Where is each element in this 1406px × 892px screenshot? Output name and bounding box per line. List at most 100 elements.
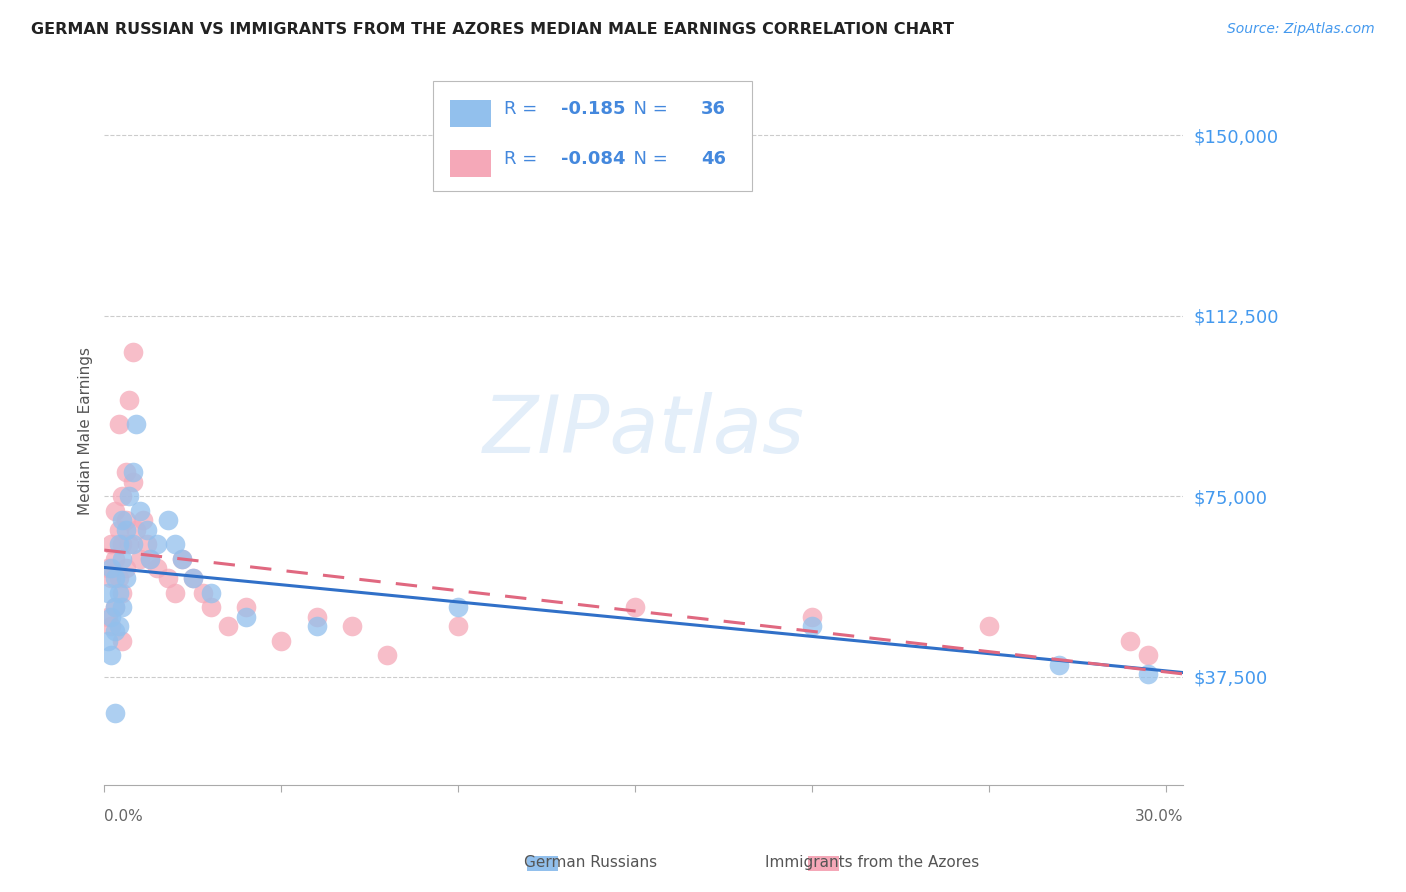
Text: -0.084: -0.084 [561, 150, 626, 168]
Text: ZIPatlas: ZIPatlas [482, 392, 804, 470]
Point [100, 561, 122, 575]
Text: 30.0%: 30.0% [1135, 809, 1184, 824]
Point [111, 513, 134, 527]
Text: 0.0%: 0.0% [104, 809, 143, 824]
Point [107, 523, 129, 537]
Point [128, 504, 150, 518]
Point [125, 523, 148, 537]
Point [235, 599, 257, 614]
Point [800, 619, 823, 633]
Text: Immigrants from the Azores: Immigrants from the Azores [765, 855, 979, 870]
Text: 46: 46 [702, 150, 725, 168]
Point [128, 552, 150, 566]
Point [157, 571, 180, 585]
Point [114, 571, 136, 585]
Y-axis label: Median Male Earnings: Median Male Earnings [79, 347, 93, 516]
Point [305, 609, 328, 624]
Point [97, 585, 120, 599]
Point [447, 599, 470, 614]
Point [104, 504, 127, 518]
Point [624, 599, 647, 614]
Point [111, 633, 134, 648]
Point [104, 552, 127, 566]
Point [100, 619, 122, 633]
Text: GERMAN RUSSIAN VS IMMIGRANTS FROM THE AZORES MEDIAN MALE EARNINGS CORRELATION CH: GERMAN RUSSIAN VS IMMIGRANTS FROM THE AZ… [31, 22, 953, 37]
Point [165, 585, 187, 599]
Point [97, 561, 120, 575]
Point [193, 585, 215, 599]
Point [217, 619, 239, 633]
Point [114, 513, 136, 527]
Point [146, 561, 169, 575]
Point [200, 599, 222, 614]
Point [121, 475, 143, 489]
Text: -0.185: -0.185 [561, 100, 626, 119]
Point [139, 552, 162, 566]
Point [121, 465, 143, 479]
Point [800, 609, 823, 624]
Point [181, 571, 204, 585]
Bar [808, 856, 839, 871]
Point [118, 489, 141, 503]
Point [114, 561, 136, 575]
Point [107, 619, 129, 633]
Point [139, 552, 162, 566]
Point [107, 537, 129, 551]
Point [125, 417, 148, 431]
Point [1049, 657, 1071, 672]
Point [200, 585, 222, 599]
Point [100, 609, 122, 624]
Point [172, 552, 194, 566]
Point [977, 619, 1000, 633]
Point [114, 523, 136, 537]
Point [172, 552, 194, 566]
Point [165, 537, 187, 551]
Point [100, 537, 122, 551]
Point [157, 513, 180, 527]
Point [135, 523, 157, 537]
Text: 36: 36 [702, 100, 725, 119]
Point [100, 648, 122, 662]
Point [377, 648, 399, 662]
Point [121, 537, 143, 551]
Point [118, 537, 141, 551]
Text: N =: N = [623, 100, 673, 119]
FancyBboxPatch shape [433, 81, 752, 191]
Point [107, 585, 129, 599]
Point [132, 513, 155, 527]
Point [100, 571, 122, 585]
Point [121, 344, 143, 359]
Point [270, 633, 292, 648]
Point [104, 599, 127, 614]
Text: R =: R = [503, 150, 543, 168]
Point [104, 571, 127, 585]
Text: N =: N = [623, 150, 673, 168]
Bar [527, 856, 558, 871]
Point [305, 619, 328, 633]
Point [1119, 633, 1142, 648]
Point [135, 537, 157, 551]
Text: Source: ZipAtlas.com: Source: ZipAtlas.com [1227, 22, 1375, 37]
Bar [450, 100, 491, 127]
Point [111, 552, 134, 566]
Bar [450, 150, 491, 177]
Point [1136, 648, 1159, 662]
Point [340, 619, 363, 633]
Point [111, 599, 134, 614]
Point [146, 537, 169, 551]
Point [114, 465, 136, 479]
Point [111, 489, 134, 503]
Point [104, 624, 127, 638]
Point [97, 609, 120, 624]
Point [104, 706, 127, 720]
Point [111, 537, 134, 551]
Point [97, 633, 120, 648]
Point [1136, 667, 1159, 681]
Point [104, 599, 127, 614]
Text: R =: R = [503, 100, 543, 119]
Point [181, 571, 204, 585]
Point [111, 585, 134, 599]
Point [118, 392, 141, 407]
Point [107, 571, 129, 585]
Text: German Russians: German Russians [524, 855, 657, 870]
